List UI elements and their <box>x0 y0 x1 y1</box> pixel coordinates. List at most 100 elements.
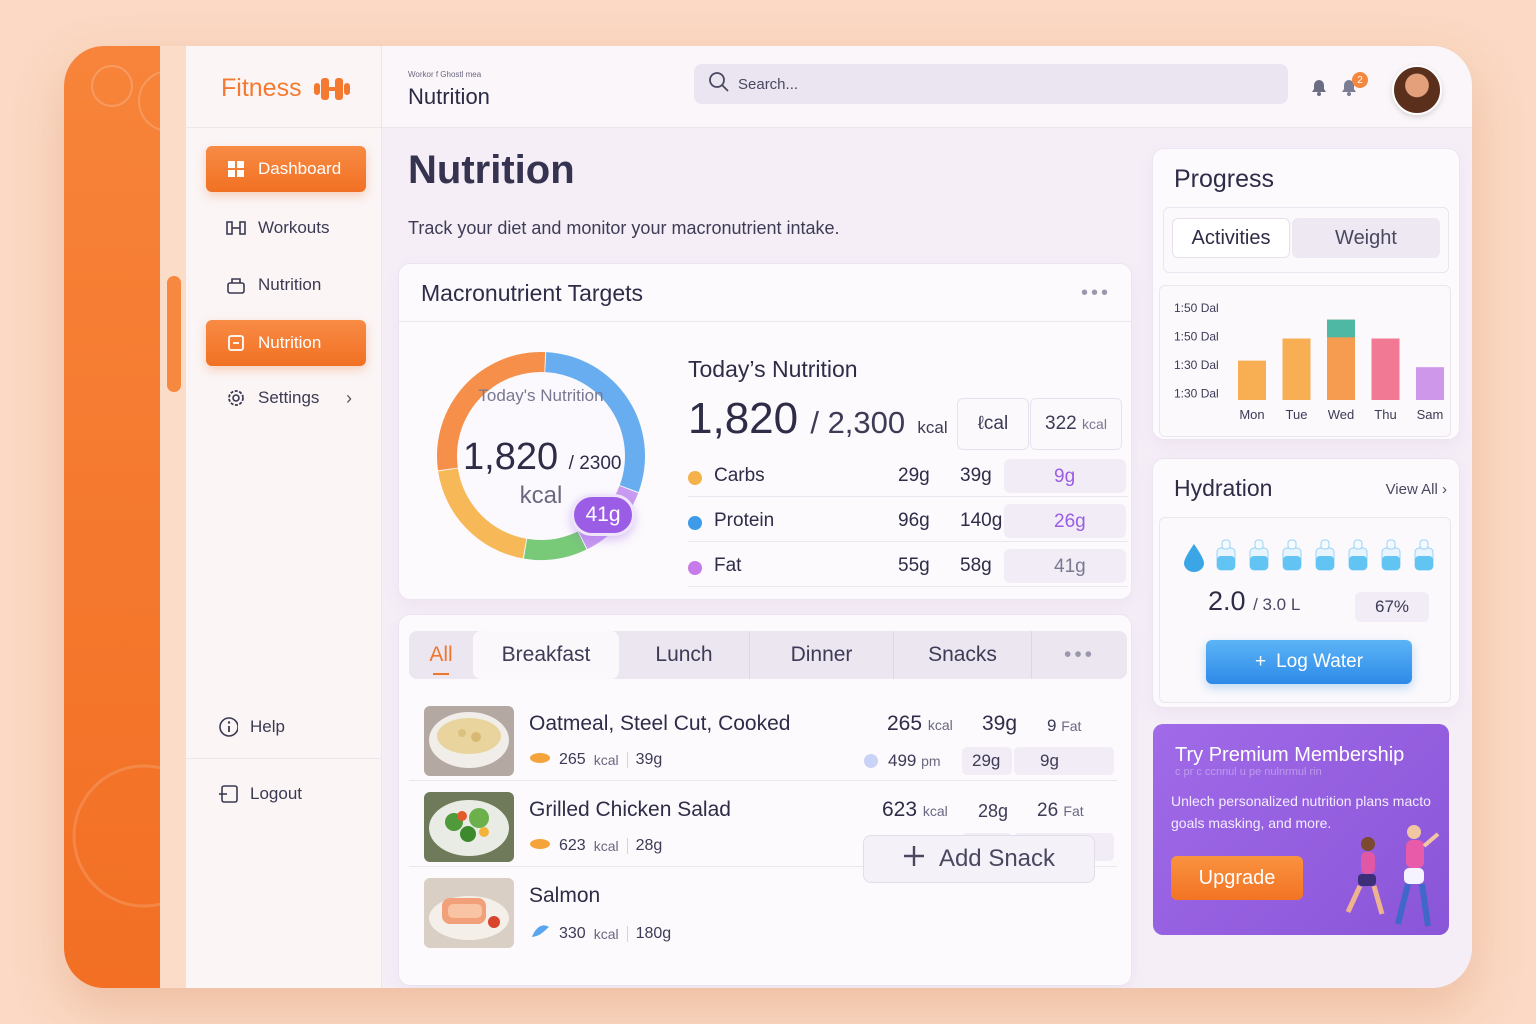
meal-detail-c: 9g <box>1014 747 1114 775</box>
logout-label: Logout <box>250 784 302 803</box>
y-tick-label: 1:50 Dal <box>1174 301 1219 315</box>
tab-weight[interactable]: Weight <box>1292 218 1440 258</box>
sidebar-item-dashboard[interactable]: Dashboard <box>206 146 366 192</box>
tab-activities[interactable]: Activities <box>1172 218 1290 258</box>
grid-icon <box>226 159 246 179</box>
water-cup-icon <box>1413 538 1434 572</box>
sidebar-handle[interactable] <box>167 276 181 392</box>
avatar[interactable] <box>1392 65 1442 115</box>
y-tick-label: 1:30 Dal <box>1174 387 1219 401</box>
header-title: Nutrition <box>408 84 490 109</box>
calories-summary: 1,820 / 2,300 kcal <box>688 394 948 444</box>
macro-name: Carbs <box>714 465 765 486</box>
sidebar-item-label: Settings <box>258 388 320 407</box>
add-snack-button[interactable]: Add Snack <box>863 835 1095 883</box>
donut-segment-4 <box>437 352 546 471</box>
meal-details: 265 kcal 39g <box>529 750 662 769</box>
macro-row-protein: Protein 96g 140g 26g <box>688 502 1128 542</box>
donut-unit: kcal <box>519 482 563 509</box>
macro-color-dot <box>688 561 702 575</box>
search-icon <box>708 71 730 97</box>
donut-label: Today's Nutrition <box>478 386 604 405</box>
upgrade-button[interactable]: Upgrade <box>1171 856 1303 900</box>
breadcrumb[interactable]: Workor f Ghostl mea <box>408 70 482 79</box>
food-icon <box>529 750 551 769</box>
decorative-stripe-light <box>160 46 186 988</box>
sidebar-item-workouts[interactable]: Workouts <box>206 205 366 251</box>
meal-fat: 9 Fat <box>1047 716 1082 735</box>
bell-icon[interactable] <box>1308 76 1330 98</box>
meal-carbs: 28g <box>978 801 1009 821</box>
meal-calories: 265 kcal <box>887 712 953 735</box>
bubble-icon <box>863 753 879 774</box>
y-tick-label: 1:30 Dal <box>1174 358 1219 372</box>
tab-lunch[interactable]: Lunch <box>655 643 713 666</box>
macro-name: Protein <box>714 510 775 531</box>
view-all-link[interactable]: View All › <box>1385 481 1447 498</box>
meal-name: Salmon <box>529 884 601 907</box>
macro-target: 58g <box>960 555 992 576</box>
hydration-panel: 2.0 / 3.0 L 67% + Log Water <box>1159 517 1451 703</box>
bar-thu[interactable] <box>1371 338 1400 401</box>
tab-dinner[interactable]: Dinner <box>749 631 893 679</box>
macro-remaining: 9g <box>1004 459 1126 493</box>
scale-icon <box>226 275 246 295</box>
meal-details: 330 kcal 180g <box>529 922 671 945</box>
bar-tue[interactable] <box>1282 338 1311 401</box>
x-tick-label: Thu <box>1374 407 1396 422</box>
more-options-icon[interactable]: ••• <box>1080 282 1111 304</box>
bar-chart: 1:50 Dal 1:50 Dal 1:30 Dal 1:30 Dal Mon Tue We… <box>1174 301 1444 422</box>
meal-name: Oatmeal, Steel Cut, Cooked <box>529 712 791 735</box>
runners-illustration <box>1345 825 1440 927</box>
search-input[interactable]: Search... <box>694 64 1288 104</box>
divider <box>186 127 382 128</box>
x-tick-label: Sam <box>1417 407 1444 422</box>
donut-badge: 41g <box>571 494 635 536</box>
card-title: Progress <box>1174 165 1275 193</box>
divider <box>186 758 382 759</box>
tab-snacks[interactable]: Snacks <box>893 631 1031 679</box>
donut-value: 1,820 / 2300 <box>463 436 622 478</box>
x-tick-label: Mon <box>1239 407 1264 422</box>
brand-logo[interactable]: Fitness <box>221 74 350 103</box>
sidebar-item-nutrition-active[interactable]: Nutrition <box>206 320 366 366</box>
salad-image <box>424 792 514 862</box>
meals-card: All Breakfast Lunch Dinner Snacks ••• Oa… <box>398 614 1132 986</box>
sidebar-item-help[interactable]: Help <box>198 704 358 750</box>
bar-mon[interactable] <box>1238 360 1266 400</box>
donut-segment-2 <box>523 531 587 560</box>
meal-fat: 26 Fat <box>1037 800 1084 821</box>
plus-icon: + <box>1254 651 1267 672</box>
sidebar-item-label: Nutrition <box>258 333 322 352</box>
activity-chart: 1:50 Dal 1:50 Dal 1:30 Dal 1:30 Dal Mon Tue We… <box>1159 285 1451 437</box>
macro-target: 39g <box>960 465 992 486</box>
calorie-pill[interactable]: ℓcal <box>957 398 1029 450</box>
progress-tabs: Activities Weight <box>1163 207 1449 273</box>
bar-sam[interactable] <box>1416 367 1444 400</box>
premium-title: Try Premium Membership <box>1175 744 1405 766</box>
macronutrient-card: Macronutrient Targets ••• Today's Nutrit… <box>398 263 1132 600</box>
sidebar-item-settings[interactable]: Settings › <box>206 375 366 421</box>
water-cup-icon <box>1380 538 1401 572</box>
macro-color-dot <box>688 516 702 530</box>
premium-banner: Try Premium Membership c pr c ccnnul u p… <box>1153 724 1449 935</box>
meal-row[interactable]: Salmon 330 kcal 180g <box>409 867 1117 953</box>
premium-description: Unlech personalized nutrition plans mact… <box>1171 793 1431 831</box>
premium-ghost-text: c pr c ccnnul u pe nulnrmul rin <box>1175 766 1322 778</box>
water-cup-icon <box>1347 538 1368 572</box>
meal-row[interactable]: Oatmeal, Steel Cut, Cooked 265 kcal 39g 2… <box>409 695 1117 781</box>
tab-all[interactable]: All <box>409 631 473 679</box>
sidebar-item-nutrition[interactable]: Nutrition <box>206 262 366 308</box>
meal-details: 623 kcal 28g <box>529 836 662 855</box>
page-subtitle: Track your diet and monitor your macronu… <box>408 218 840 238</box>
food-icon <box>529 836 551 855</box>
tab-breakfast[interactable]: Breakfast <box>473 631 619 679</box>
calorie-pill-value[interactable]: 322 kcal <box>1030 398 1122 450</box>
log-water-button[interactable]: + Log Water <box>1206 640 1412 684</box>
sidebar-item-logout[interactable]: Logout <box>198 771 358 817</box>
donut-segment-3 <box>438 468 527 559</box>
logout-icon <box>218 784 238 804</box>
more-tabs-icon[interactable]: ••• <box>1031 631 1127 679</box>
water-cup-icon <box>1248 538 1269 572</box>
meal-detail-a: 499 pm <box>888 751 941 770</box>
